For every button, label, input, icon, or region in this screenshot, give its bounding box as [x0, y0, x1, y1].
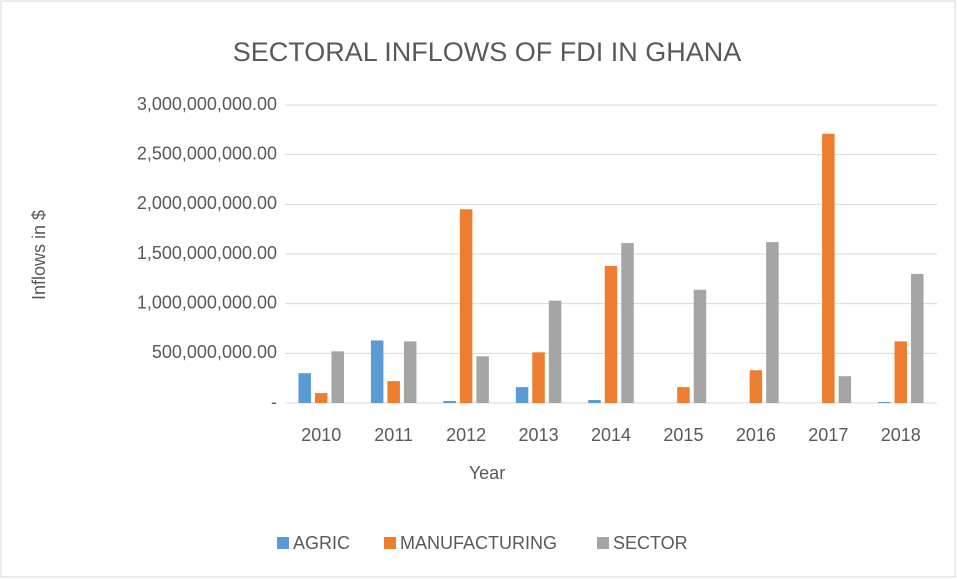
- legend-label: SECTOR: [613, 533, 688, 553]
- x-tick-label: 2011: [374, 425, 413, 445]
- bar: [387, 381, 400, 403]
- legend-swatch: [384, 537, 396, 549]
- y-tick-label: 1,000,000,000.00: [137, 292, 277, 312]
- bar: [515, 387, 529, 403]
- legend-swatch: [597, 537, 609, 549]
- x-tick-label: 2015: [663, 425, 703, 445]
- bar: [894, 341, 908, 403]
- bar: [749, 370, 763, 403]
- bar: [911, 273, 924, 403]
- bar: [459, 209, 473, 403]
- legend-label: MANUFACTURING: [400, 533, 557, 553]
- bar: [822, 133, 835, 403]
- bar: [693, 289, 707, 403]
- bar: [532, 352, 545, 403]
- bar: [476, 356, 489, 403]
- bar: [548, 300, 562, 403]
- x-tick-label: 2016: [736, 425, 776, 445]
- y-axis-label: Inflows in $: [29, 210, 49, 300]
- bar: [443, 401, 456, 403]
- x-tick-label: 2012: [446, 425, 486, 445]
- bar: [766, 242, 779, 403]
- x-axis-label: Year: [469, 463, 505, 483]
- bar: [588, 400, 601, 403]
- bar: [621, 243, 634, 403]
- y-tick-label: 1,500,000,000.00: [137, 243, 277, 263]
- chart-title: SECTORAL INFLOWS OF FDI IN GHANA: [233, 37, 742, 67]
- x-tick-label: 2017: [808, 425, 848, 445]
- y-tick-label: 2,000,000,000.00: [137, 193, 277, 213]
- bar: [370, 340, 384, 403]
- legend-label: AGRIC: [293, 533, 350, 553]
- y-tick-label: 3,000,000,000.00: [137, 94, 277, 114]
- bar: [604, 265, 618, 403]
- y-tick-label: 500,000,000.00: [152, 342, 277, 362]
- x-tick-label: 2013: [519, 425, 559, 445]
- y-tick-label: 2,500,000,000.00: [137, 143, 277, 163]
- bar: [403, 341, 417, 403]
- bar: [878, 402, 891, 403]
- bar: [331, 351, 344, 403]
- x-tick-label: 2014: [591, 425, 631, 445]
- bar: [838, 376, 852, 403]
- legend-swatch: [277, 537, 289, 549]
- bar: [298, 373, 311, 403]
- bar: [677, 387, 690, 403]
- bar: [314, 393, 328, 403]
- x-tick-label: 2010: [301, 425, 341, 445]
- x-tick-label: 2018: [881, 425, 921, 445]
- y-tick-label: -: [271, 392, 277, 412]
